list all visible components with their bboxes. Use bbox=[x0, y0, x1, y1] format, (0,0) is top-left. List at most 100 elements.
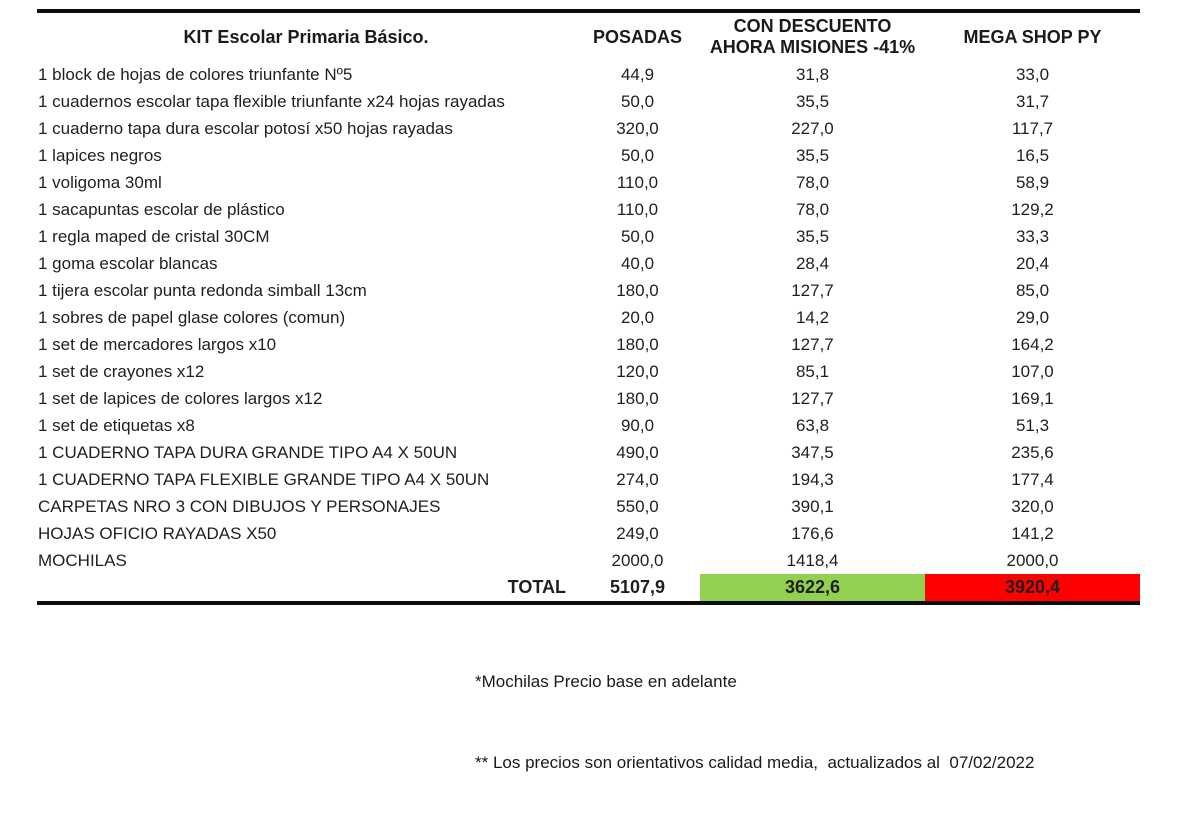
price-megashop: 107,0 bbox=[1011, 361, 1054, 381]
table-row: MOCHILAS 2000,0 1418,4 2000,0 bbox=[37, 547, 1140, 574]
price-megashop: 164,2 bbox=[1011, 334, 1054, 354]
price-descuento: 127,7 bbox=[791, 334, 834, 354]
price-posadas: 320,0 bbox=[616, 118, 659, 138]
price-megashop: 117,7 bbox=[1011, 118, 1054, 138]
column-header-megashop: MEGA SHOP PY bbox=[963, 26, 1102, 47]
price-posadas: 2000,0 bbox=[611, 550, 664, 570]
price-megashop: 2000,0 bbox=[1006, 550, 1059, 570]
table-row: 1 cuadernos escolar tapa flexible triunf… bbox=[37, 88, 1140, 115]
price-posadas: 50,0 bbox=[620, 91, 655, 111]
header-row: KIT Escolar Primaria Básico. POSADAS CON… bbox=[37, 11, 1140, 61]
footnote-precios: ** Los precios son orientativos calidad … bbox=[475, 753, 1035, 772]
price-megashop: 320,0 bbox=[1011, 496, 1054, 516]
item-name: 1 tijera escolar punta redonda simball 1… bbox=[38, 280, 367, 300]
table-row: 1 set de crayones x12 120,0 85,1 107,0 bbox=[37, 358, 1140, 385]
price-megashop: 129,2 bbox=[1011, 199, 1054, 219]
price-megashop: 235,6 bbox=[1011, 442, 1054, 462]
table-header: KIT Escolar Primaria Básico. POSADAS CON… bbox=[37, 11, 1140, 61]
price-megashop: 85,0 bbox=[1015, 280, 1050, 300]
footnote-mochilas: *Mochilas Precio base en adelante bbox=[475, 672, 737, 691]
table-row: 1 CUADERNO TAPA FLEXIBLE GRANDE TIPO A4 … bbox=[37, 466, 1140, 493]
price-descuento: 78,0 bbox=[795, 199, 830, 219]
price-megashop: 33,0 bbox=[1015, 64, 1050, 84]
table-row: 1 sacapuntas escolar de plástico 110,0 78,… bbox=[37, 196, 1140, 223]
column-header-descuento-line2: AHORA MISIONES -41% bbox=[709, 37, 916, 57]
price-descuento: 347,5 bbox=[791, 442, 834, 462]
item-name: 1 set de mercadores largos x10 bbox=[38, 334, 277, 354]
table-row: 1 voligoma 30ml 110,0 78,0 58,9 bbox=[37, 169, 1140, 196]
total-row: TOTAL 5107,9 3622,6 3920,4 bbox=[37, 574, 1140, 605]
price-posadas: 44,9 bbox=[620, 64, 655, 84]
item-name: 1 lapices negros bbox=[38, 145, 162, 165]
total-megashop-cell: 3920,4 bbox=[925, 574, 1140, 605]
table-row: 1 lapices negros 50,0 35,5 16,5 bbox=[37, 142, 1140, 169]
item-name: 1 CUADERNO TAPA DURA GRANDE TIPO A4 X 50… bbox=[38, 442, 458, 462]
item-name: 1 cuaderno tapa dura escolar potosí x50 … bbox=[38, 118, 453, 138]
price-posadas: 550,0 bbox=[616, 496, 659, 516]
table-title: KIT Escolar Primaria Básico. bbox=[183, 26, 429, 47]
price-posadas: 50,0 bbox=[620, 226, 655, 246]
table-row: CARPETAS NRO 3 CON DIBUJOS Y PERSONAJES 5… bbox=[37, 493, 1140, 520]
price-megashop: 177,4 bbox=[1011, 469, 1054, 489]
price-descuento: 1418,4 bbox=[786, 550, 839, 570]
price-megashop: 51,3 bbox=[1015, 415, 1050, 435]
table-row: 1 set de mercadores largos x10 180,0 127,7… bbox=[37, 331, 1140, 358]
price-posadas: 40,0 bbox=[620, 253, 655, 273]
item-name: 1 voligoma 30ml bbox=[38, 172, 162, 192]
price-posadas: 20,0 bbox=[620, 307, 655, 327]
table-row: 1 set de lapices de colores largos x12 18… bbox=[37, 385, 1140, 412]
price-posadas: 110,0 bbox=[616, 199, 659, 219]
table-body: 1 block de hojas de colores triunfante N… bbox=[37, 61, 1140, 574]
price-megashop: 33,3 bbox=[1015, 226, 1050, 246]
column-header-descuento: CON DESCUENTO AHORA MISIONES -41% bbox=[700, 11, 925, 61]
price-descuento: 127,7 bbox=[791, 388, 834, 408]
price-posadas: 249,0 bbox=[616, 523, 659, 543]
price-posadas: 180,0 bbox=[616, 280, 659, 300]
price-megashop: 31,7 bbox=[1015, 91, 1050, 111]
total-posadas-cell: 5107,9 bbox=[575, 574, 700, 605]
price-descuento: 31,8 bbox=[795, 64, 830, 84]
price-descuento: 127,7 bbox=[791, 280, 834, 300]
price-posadas: 180,0 bbox=[616, 388, 659, 408]
price-posadas: 274,0 bbox=[616, 469, 659, 489]
price-descuento: 227,0 bbox=[791, 118, 834, 138]
item-name: 1 block de hojas de colores triunfante N… bbox=[38, 64, 353, 84]
item-name: 1 set de etiquetas x8 bbox=[38, 415, 195, 435]
price-descuento: 63,8 bbox=[795, 415, 830, 435]
price-megashop: 20,4 bbox=[1015, 253, 1050, 273]
item-name: MOCHILAS bbox=[38, 550, 127, 570]
price-descuento: 78,0 bbox=[795, 172, 830, 192]
price-descuento: 14,2 bbox=[795, 307, 830, 327]
price-descuento: 35,5 bbox=[795, 145, 830, 165]
table-row: HOJAS OFICIO RAYADAS X50 249,0 176,6 141,2 bbox=[37, 520, 1140, 547]
total-descuento-cell: 3622,6 bbox=[700, 574, 925, 605]
item-name: 1 goma escolar blancas bbox=[38, 253, 218, 273]
table-row: 1 cuaderno tapa dura escolar potosí x50 … bbox=[37, 115, 1140, 142]
item-name: 1 set de crayones x12 bbox=[38, 361, 205, 381]
price-posadas: 90,0 bbox=[620, 415, 655, 435]
price-descuento: 194,3 bbox=[791, 469, 834, 489]
column-header-posadas: POSADAS bbox=[592, 26, 682, 47]
table-row: 1 block de hojas de colores triunfante N… bbox=[37, 61, 1140, 88]
item-name: 1 set de lapices de colores largos x12 bbox=[38, 388, 323, 408]
price-posadas: 180,0 bbox=[616, 334, 659, 354]
price-descuento: 176,6 bbox=[791, 523, 834, 543]
price-posadas: 120,0 bbox=[616, 361, 659, 381]
column-header-descuento-line1: CON DESCUENTO bbox=[733, 16, 892, 36]
table-row: 1 CUADERNO TAPA DURA GRANDE TIPO A4 X 50… bbox=[37, 439, 1140, 466]
price-descuento: 35,5 bbox=[795, 226, 830, 246]
price-posadas: 50,0 bbox=[620, 145, 655, 165]
item-name: CARPETAS NRO 3 CON DIBUJOS Y PERSONAJES bbox=[38, 496, 441, 516]
table-row: 1 regla maped de cristal 30CM 50,0 35,5 33,… bbox=[37, 223, 1140, 250]
table-footer: TOTAL 5107,9 3622,6 3920,4 bbox=[37, 574, 1140, 605]
price-megashop: 29,0 bbox=[1015, 307, 1050, 327]
price-comparison-sheet: KIT Escolar Primaria Básico. POSADAS CON… bbox=[37, 9, 1140, 772]
table-row: 1 sobres de papel glase colores (comun) 2… bbox=[37, 304, 1140, 331]
footnotes: *Mochilas Precio base en adelante ** Los… bbox=[475, 614, 1034, 830]
price-posadas: 110,0 bbox=[616, 172, 659, 192]
price-descuento: 390,1 bbox=[791, 496, 834, 516]
price-megashop: 16,5 bbox=[1015, 145, 1050, 165]
price-descuento: 85,1 bbox=[795, 361, 830, 381]
price-megashop: 169,1 bbox=[1011, 388, 1054, 408]
table-row: 1 tijera escolar punta redonda simball 1… bbox=[37, 277, 1140, 304]
